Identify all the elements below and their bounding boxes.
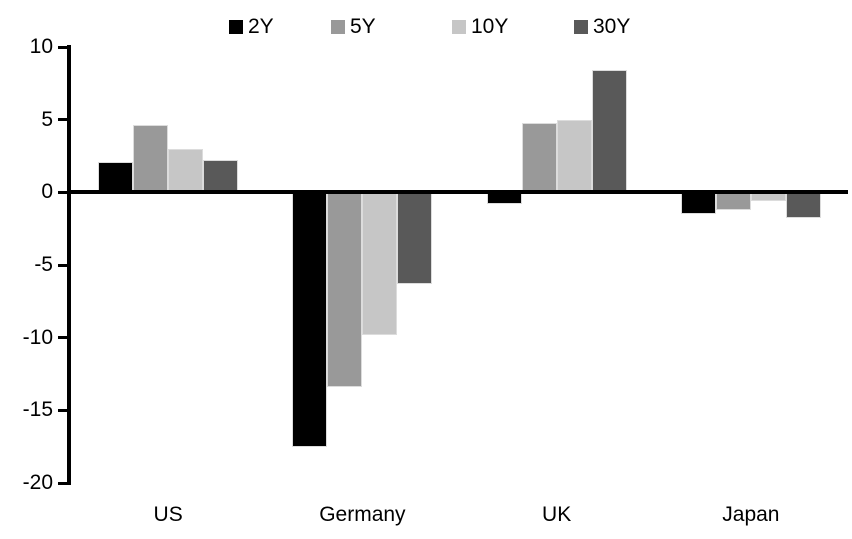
bar-us-2y (98, 161, 134, 193)
y-tick-label: -5 (34, 253, 53, 276)
y-axis-line (67, 45, 71, 485)
legend-swatch-5y (331, 19, 345, 34)
legend-label-30y: 30Y (593, 15, 631, 38)
legend-item-30y: 30Y (574, 16, 630, 37)
category-label-germany: Germany (319, 503, 406, 526)
category-label-us: US (153, 503, 183, 526)
legend-item-5y: 5Y (331, 16, 376, 37)
bar-uk-10y (556, 119, 592, 193)
bar-japan-2y (680, 192, 716, 215)
bar-germany-5y (327, 192, 363, 388)
y-tick-label: -10 (22, 325, 53, 349)
y-tick-label: 5 (41, 107, 53, 131)
y-tick-label: 10 (29, 35, 53, 58)
x-axis-line (67, 190, 848, 195)
y-axis-tick (58, 336, 67, 340)
bar-germany-10y (362, 192, 398, 335)
y-axis-tick (58, 45, 67, 49)
legend-swatch-2y (229, 19, 243, 34)
y-tick-label: -20 (22, 471, 53, 494)
y-tick-label: 0 (41, 180, 53, 204)
y-tick-label: -15 (22, 398, 53, 422)
legend-swatch-10y (452, 19, 466, 34)
bar-us-30y (203, 160, 239, 193)
y-axis-tick (58, 408, 67, 412)
legend-item-10y: 10Y (452, 16, 508, 37)
chart-legend: 2Y 5Y 10Y 30Y (0, 0, 852, 45)
bar-germany-2y (292, 192, 328, 447)
bar-uk-5y (521, 122, 557, 193)
bar-us-5y (133, 125, 169, 193)
y-axis-tick (58, 118, 67, 122)
bar-germany-30y (397, 192, 433, 284)
bar-japan-5y (715, 192, 751, 210)
y-axis-tick (58, 263, 67, 267)
category-label-uk: UK (542, 503, 572, 526)
y-axis-tick (58, 481, 67, 485)
legend-label-10y: 10Y (471, 15, 509, 38)
y-axis-tick (58, 190, 67, 194)
bar-japan-30y (785, 192, 821, 219)
category-label-japan: Japan (722, 503, 780, 526)
legend-item-2y: 2Y (229, 16, 274, 37)
legend-swatch-30y (574, 19, 588, 34)
legend-label-5y: 5Y (350, 15, 376, 38)
legend-label-2y: 2Y (248, 15, 274, 38)
bar-us-10y (168, 148, 204, 193)
bar-uk-30y (591, 70, 627, 193)
